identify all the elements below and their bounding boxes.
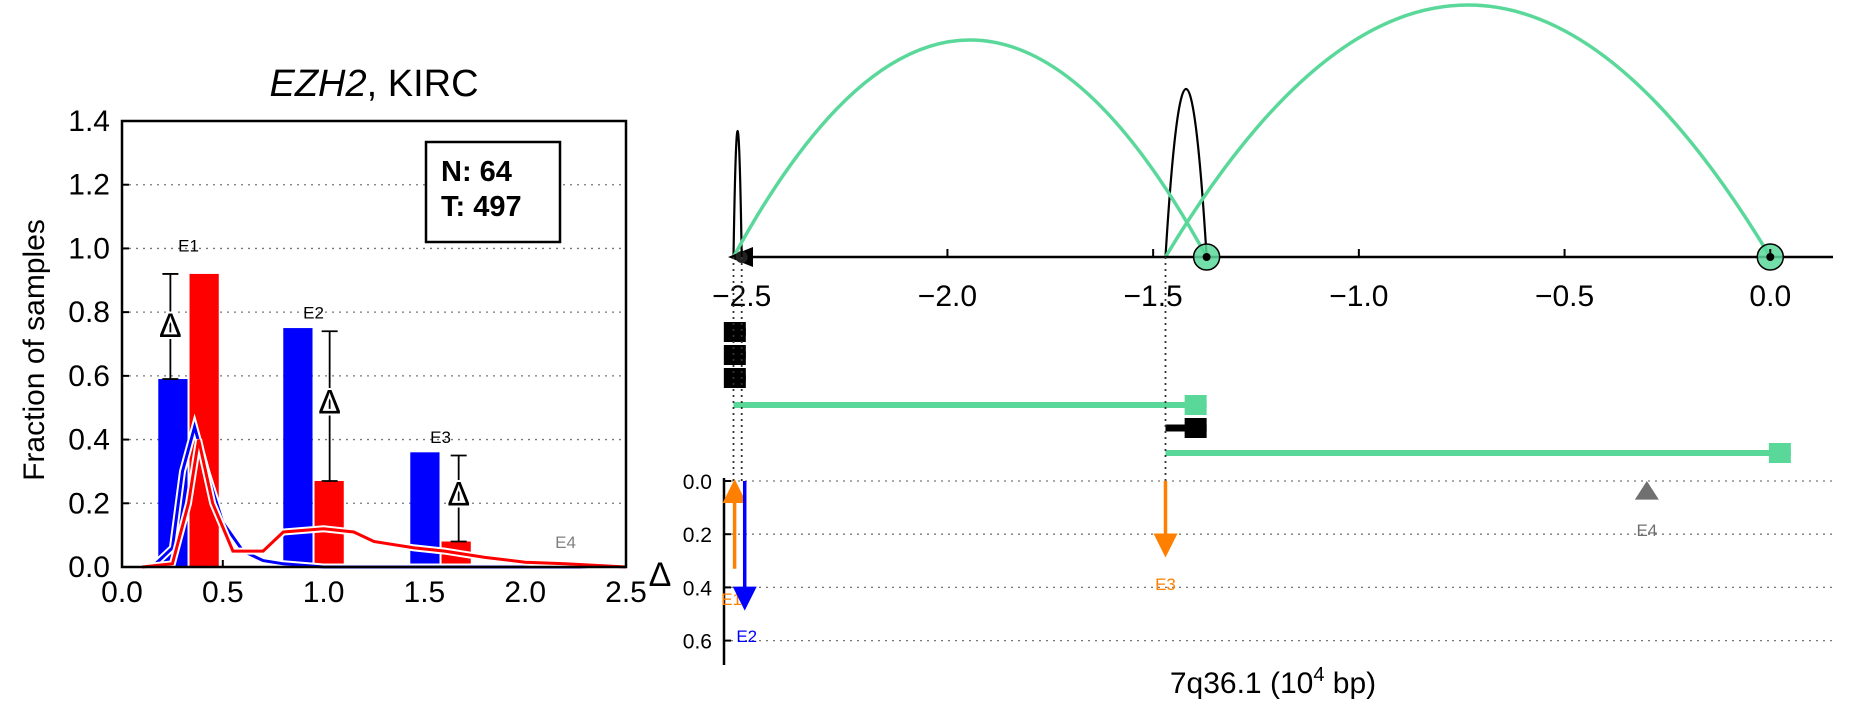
transcript-exon-4: [1184, 418, 1207, 438]
category-label-e2: E2: [303, 304, 324, 323]
category-label-e3: E3: [430, 428, 451, 447]
x-axis-label: 7q36.1 (104 bp): [1170, 664, 1376, 700]
bar-chart: EZH2, KIRC Fraction of samples 0.0 0.2 0.4…: [18, 63, 647, 609]
splice-arc-3: [1163, 3, 1772, 258]
transcript-exon-2: [723, 368, 746, 388]
event-arrow-head-e1-icon: [722, 479, 747, 503]
x-tick-label: 0.5: [202, 576, 244, 609]
category-label-e1: E1: [178, 237, 199, 256]
density-curve-tumor: [142, 439, 627, 569]
legend-normal-count: N: 64: [441, 156, 512, 188]
y-tick-label: 0.2: [68, 487, 110, 520]
y-tick-label: 0.6: [68, 360, 110, 393]
genomic-tick-label: −2.5: [712, 280, 771, 313]
genomic-tick-label: −2.0: [918, 280, 977, 313]
bar-tumor-e2: [314, 480, 344, 567]
x-tick-label: 2.0: [504, 576, 546, 609]
y-tick-label: 0.0: [68, 551, 110, 584]
event-arrow-head-e3-icon: [1153, 533, 1178, 558]
event-guides: [732, 257, 1167, 482]
delta-marker-e3: Δ: [447, 476, 470, 514]
delta-tick-label: 0.2: [683, 524, 712, 547]
delta-gridlines: 0.0 0.2 0.4 0.6: [683, 471, 1833, 654]
event-arrow-head-e2-icon: [732, 586, 757, 611]
transcripts: [723, 322, 1791, 463]
splice-arc-1: [1164, 87, 1208, 258]
genomic-tick-label: −1.0: [1329, 280, 1388, 313]
axis-ticks: 0.0 0.2 0.4 0.6 0.8 1.0 1.2 1.4 0.0 0.5 1.0 1.5 2.0 2…: [68, 105, 647, 609]
splice-arc-0: [732, 130, 743, 258]
genomic-tick-label: 0.0: [1749, 280, 1791, 313]
splice-arc-2: [731, 38, 1209, 258]
genomic-tick-label: −0.5: [1535, 280, 1594, 313]
x-tick-label: 2.5: [605, 576, 647, 609]
legend-tumor-count: T: 497: [441, 191, 522, 223]
delta-marker-e1: Δ: [159, 307, 182, 345]
category-labels: E1 E2 E3 E4: [178, 237, 576, 552]
x-tick-label: 1.5: [404, 576, 446, 609]
genomic-axis-ticks: −2.5 −2.0 −1.5 −1.0 −0.5 0.0: [712, 249, 1791, 313]
y-tick-label: 1.4: [68, 105, 110, 138]
category-label-e4: E4: [555, 533, 576, 552]
delta-axis-label: Δ: [649, 556, 672, 594]
event-marker-e4-icon: [1634, 481, 1659, 500]
event-label-e4: E4: [1636, 521, 1657, 540]
y-tick-label: 0.8: [68, 296, 110, 329]
event-label-e2: E2: [736, 627, 757, 646]
transcript-exon-5: [1768, 443, 1791, 463]
event-label-e3: E3: [1155, 575, 1176, 594]
y-tick-label: 1.2: [68, 169, 110, 202]
plot-frame: [120, 119, 628, 569]
delta-tick-label: 0.0: [683, 471, 712, 494]
delta-marker-e2: Δ: [318, 383, 341, 421]
transcript-exon-1: [723, 345, 746, 365]
transcript-exon-3: [1184, 395, 1207, 415]
transcript-exon-0: [723, 322, 746, 342]
genomic-tick-label: −1.5: [1124, 280, 1183, 313]
arc-node-center-1: [1202, 253, 1211, 261]
y-axis-label: Fraction of samples: [18, 219, 51, 481]
legend-box: N: 64 T: 497: [424, 140, 562, 244]
splice-arcs: [731, 3, 1772, 258]
delta-tick-label: 0.6: [683, 631, 712, 654]
delta-markers: Δ Δ Δ: [157, 273, 472, 543]
delta-tick-label: 0.4: [683, 577, 713, 600]
gene-structure-plot: −2.5 −2.0 −1.5 −1.0 −0.5 0.0 0.0 0.2 0.4 0.6 Δ E…: [649, 3, 1833, 700]
y-tick-label: 1.0: [68, 232, 110, 265]
y-tick-label: 0.4: [68, 424, 110, 457]
x-tick-label: 1.0: [303, 576, 345, 609]
chart-title: EZH2, KIRC: [269, 63, 478, 105]
x-tick-label: 0.0: [101, 576, 143, 609]
